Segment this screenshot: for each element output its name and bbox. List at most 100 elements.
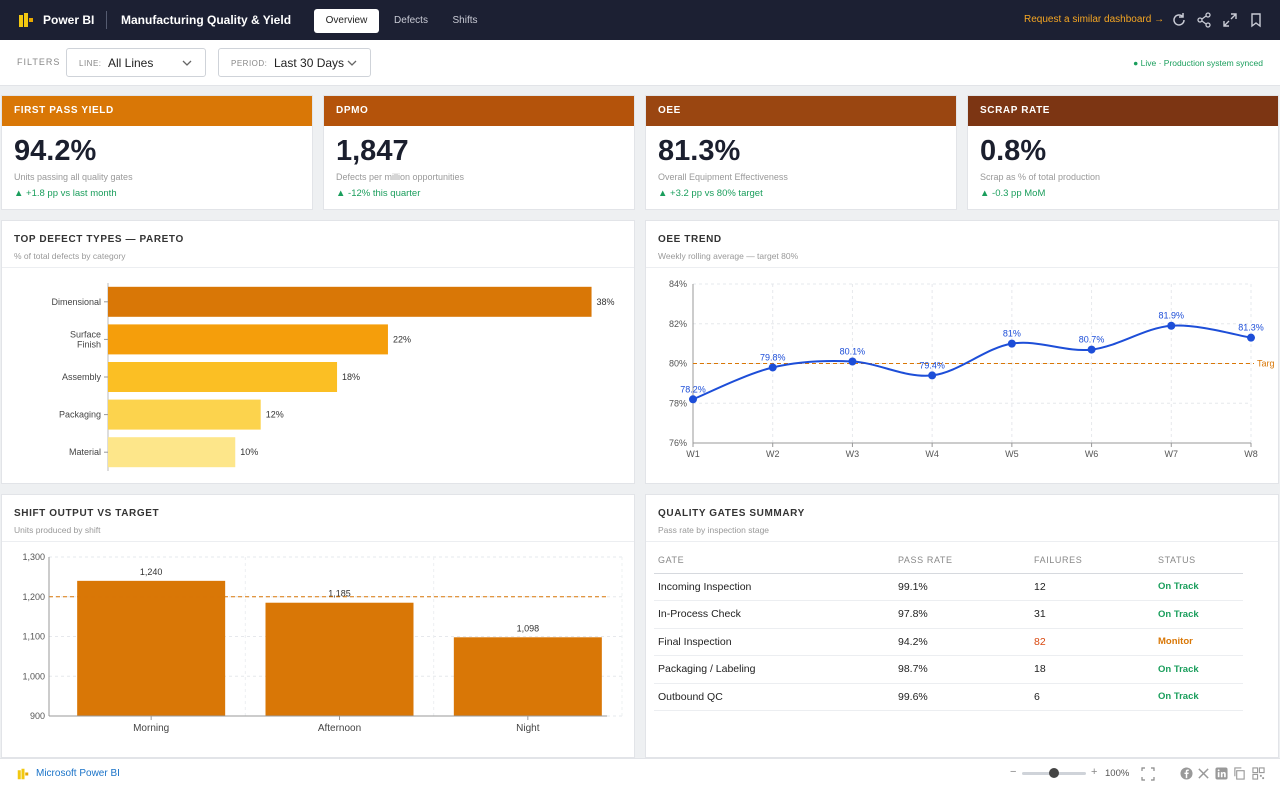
kpi-value: 0.8% bbox=[980, 135, 1047, 167]
data-label: 81.3% bbox=[1238, 323, 1264, 333]
line-filter-value: All Lines bbox=[108, 56, 154, 70]
data-point bbox=[1247, 333, 1255, 342]
expand-icon[interactable] bbox=[1222, 12, 1238, 28]
y-tick-label: 84% bbox=[669, 279, 687, 289]
gate-name-cell: In-Process Check bbox=[654, 600, 898, 629]
data-label: 80.1% bbox=[840, 347, 866, 357]
data-label: 10% bbox=[240, 447, 258, 457]
zoom-slider-handle[interactable] bbox=[1049, 768, 1059, 778]
tab-defects[interactable]: Defects bbox=[394, 15, 428, 26]
copy-icon[interactable] bbox=[1233, 767, 1246, 780]
column-header[interactable]: FAILURES bbox=[1034, 547, 1158, 574]
y-tick-label: 900 bbox=[30, 711, 45, 721]
tab-overview[interactable]: Overview bbox=[314, 9, 379, 33]
y-tick-label: 1,000 bbox=[22, 671, 45, 681]
panel-subtitle: Units produced by shift bbox=[14, 525, 101, 535]
period-filter-key: PERIOD: bbox=[231, 59, 268, 68]
share-icon[interactable] bbox=[1196, 12, 1212, 28]
refresh-icon[interactable] bbox=[1171, 12, 1187, 28]
y-tick-label: 82% bbox=[669, 319, 687, 329]
data-label: 38% bbox=[597, 297, 615, 307]
y-tick-label: 1,200 bbox=[22, 592, 45, 602]
panel-title: OEE TREND bbox=[658, 234, 722, 245]
data-label: 12% bbox=[266, 410, 284, 420]
data-label: 22% bbox=[393, 334, 411, 344]
category-label: Dimensional bbox=[51, 297, 101, 307]
panel-divider bbox=[646, 267, 1278, 268]
failures-cell: 31 bbox=[1034, 600, 1158, 629]
column-header[interactable]: STATUS bbox=[1158, 547, 1243, 574]
x-icon[interactable] bbox=[1197, 767, 1210, 780]
status-cell: Monitor bbox=[1158, 628, 1243, 656]
data-point bbox=[848, 357, 857, 366]
x-tick-label: W8 bbox=[1244, 449, 1258, 459]
kpi-title: OEE bbox=[646, 96, 956, 126]
panel-divider bbox=[646, 541, 1278, 542]
status-cell: On Track bbox=[1158, 655, 1243, 684]
pass-rate-cell: 99.1% bbox=[898, 573, 1034, 601]
bar bbox=[108, 324, 388, 355]
data-label: 81.9% bbox=[1159, 311, 1185, 321]
table-row[interactable]: Outbound QC 99.6% 6 On Track bbox=[654, 683, 1243, 711]
failures-cell: 18 bbox=[1034, 655, 1158, 684]
sync-status: ● Live · Production system synced bbox=[1133, 58, 1263, 68]
panel-subtitle: Weekly rolling average — target 80% bbox=[658, 251, 799, 261]
bar bbox=[108, 437, 236, 468]
data-point bbox=[1007, 339, 1016, 348]
data-label: 78.2% bbox=[680, 384, 706, 394]
column-header[interactable]: GATE bbox=[654, 547, 898, 574]
qr-icon[interactable] bbox=[1252, 767, 1265, 780]
kpi-card-scrap-rate: SCRAP RATE 0.8% Scrap as % of total prod… bbox=[967, 95, 1279, 210]
category-label: Assembly bbox=[62, 372, 102, 382]
pass-rate-cell: 94.2% bbox=[898, 628, 1034, 656]
powerbi-logo-icon bbox=[19, 13, 33, 27]
line-filter-key: LINE: bbox=[79, 59, 102, 68]
failures-cell: 12 bbox=[1034, 573, 1158, 601]
table-row[interactable]: Incoming Inspection 99.1% 12 On Track bbox=[654, 573, 1243, 601]
table-row[interactable]: In-Process Check 97.8% 31 On Track bbox=[654, 600, 1243, 629]
period-filter-value: Last 30 Days bbox=[274, 56, 345, 70]
zoom-out-button[interactable]: − bbox=[1010, 766, 1017, 778]
quality-gates-panel: QUALITY GATES SUMMARY Pass rate by inspe… bbox=[645, 494, 1279, 758]
linkedin-icon[interactable] bbox=[1215, 767, 1228, 780]
y-tick-label: 76% bbox=[669, 438, 687, 448]
kpi-value: 81.3% bbox=[658, 135, 741, 167]
kpi-title: DPMO bbox=[324, 96, 634, 126]
status-cell: On Track bbox=[1158, 600, 1243, 629]
category-label: Packaging bbox=[59, 410, 101, 420]
series-line bbox=[692, 324, 1252, 401]
kpi-subtitle: Scrap as % of total production bbox=[980, 172, 1101, 182]
data-label: 18% bbox=[342, 372, 360, 382]
kpi-subtitle: Defects per million opportunities bbox=[336, 172, 465, 182]
status-cell: On Track bbox=[1158, 573, 1243, 601]
bookmark-icon[interactable] bbox=[1248, 12, 1264, 28]
table-header-row: GATE PASS RATE FAILURES STATUS bbox=[654, 547, 1243, 574]
zoom-in-button[interactable]: + bbox=[1091, 766, 1098, 778]
pass-rate-cell: 99.6% bbox=[898, 683, 1034, 711]
bottom-bar: Microsoft Power BI − + 100% bbox=[0, 758, 1280, 786]
bar bbox=[77, 580, 226, 716]
app-brand: Power BI bbox=[43, 13, 95, 27]
category-label: Night bbox=[516, 723, 540, 734]
line-filter-dropdown[interactable]: LINE: All Lines bbox=[66, 48, 206, 77]
chevron-down-icon bbox=[347, 60, 357, 66]
data-point bbox=[768, 363, 777, 372]
table-row[interactable]: Final Inspection 94.2% 82 Monitor bbox=[654, 628, 1243, 656]
bar bbox=[108, 399, 261, 430]
column-header[interactable]: PASS RATE bbox=[898, 547, 1034, 574]
footer-brand-link[interactable]: Microsoft Power BI bbox=[36, 768, 120, 779]
facebook-icon[interactable] bbox=[1180, 767, 1193, 780]
category-label: Material bbox=[69, 447, 101, 457]
gate-name-cell: Outbound QC bbox=[654, 683, 898, 711]
category-label: Morning bbox=[133, 723, 169, 734]
panel-subtitle: % of total defects by category bbox=[14, 251, 126, 261]
fit-page-icon[interactable] bbox=[1141, 767, 1155, 781]
data-point bbox=[1167, 321, 1176, 330]
request-dashboard-link[interactable]: Request a similar dashboard → bbox=[1024, 14, 1165, 25]
period-filter-dropdown[interactable]: PERIOD: Last 30 Days bbox=[218, 48, 371, 77]
data-label: 79.4% bbox=[919, 360, 945, 370]
kpi-card-first-pass-yield: FIRST PASS YIELD 94.2% Units passing all… bbox=[1, 95, 313, 210]
status-cell: On Track bbox=[1158, 683, 1243, 711]
table-row[interactable]: Packaging / Labeling 98.7% 18 On Track bbox=[654, 655, 1243, 684]
tab-shifts[interactable]: Shifts bbox=[452, 15, 478, 26]
